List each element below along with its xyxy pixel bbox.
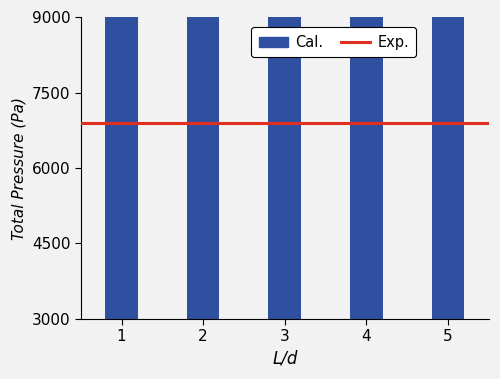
Y-axis label: Total Pressure (Pa): Total Pressure (Pa): [11, 97, 26, 240]
Bar: [187, 0, 220, 319]
Legend: Cal., Exp.: Cal., Exp.: [252, 27, 416, 57]
Bar: [350, 0, 383, 319]
Bar: [432, 0, 464, 319]
X-axis label: L/d: L/d: [272, 350, 297, 368]
Bar: [105, 0, 138, 319]
Bar: [268, 0, 301, 319]
